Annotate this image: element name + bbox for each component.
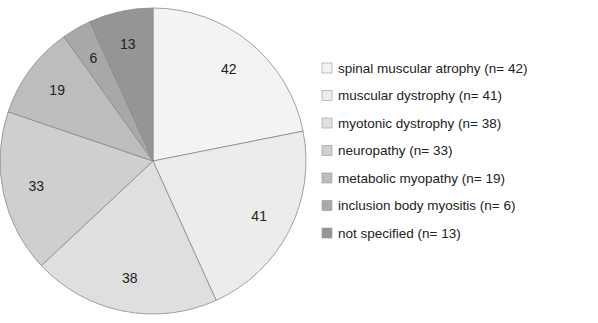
legend-label: inclusion body myositis (n= 6) [338, 198, 515, 213]
data-label: 41 [251, 208, 267, 224]
data-label: 13 [120, 36, 136, 52]
legend-swatch [322, 91, 332, 101]
data-label: 42 [221, 61, 237, 77]
slices [0, 8, 306, 314]
legend-label: neuropathy (n= 33) [338, 143, 452, 158]
chart: 42 41 38 33 19 6 13 spinal muscular atrophy (n=… [0, 0, 598, 323]
legend: spinal muscular atrophy (n= 42) muscular … [322, 61, 527, 241]
legend-swatch [322, 201, 332, 211]
legend-label: not specified (n= 13) [338, 226, 461, 241]
legend-label: muscular dystrophy (n= 41) [338, 88, 502, 103]
legend-swatch [322, 146, 332, 156]
data-label: 19 [49, 82, 65, 98]
legend-label: myotonic dystrophy (n= 38) [338, 116, 501, 131]
data-label: 33 [29, 178, 45, 194]
pie-slice [90, 8, 153, 161]
data-labels: 42 41 38 33 19 6 13 [29, 36, 268, 286]
legend-swatch [322, 63, 332, 73]
data-label: 38 [122, 270, 138, 286]
data-label: 6 [89, 50, 97, 66]
legend-swatch [322, 228, 332, 238]
legend-swatch [322, 173, 332, 183]
legend-label: metabolic myopathy (n= 19) [338, 171, 505, 186]
legend-label: spinal muscular atrophy (n= 42) [338, 61, 527, 76]
legend-swatch [322, 118, 332, 128]
